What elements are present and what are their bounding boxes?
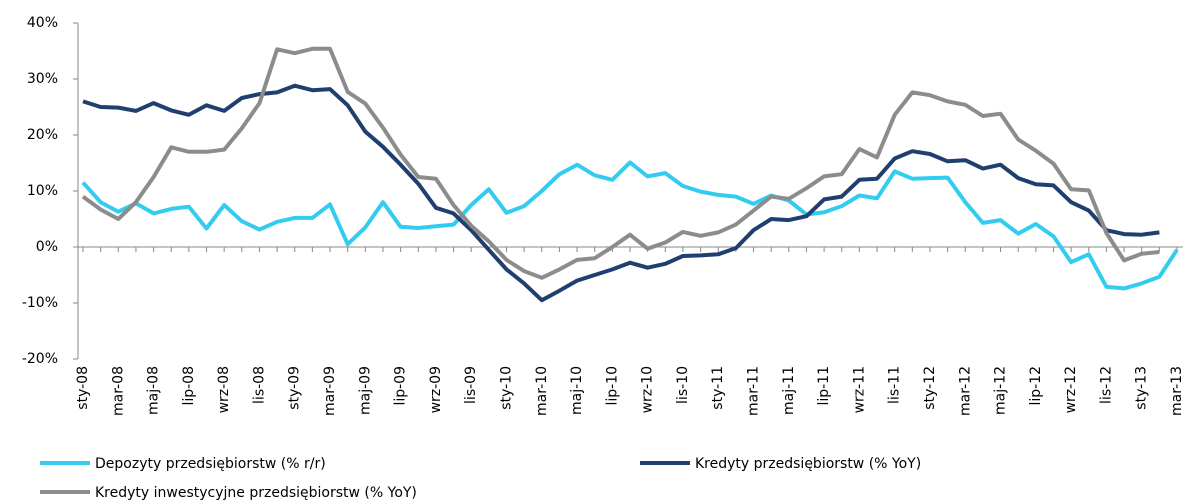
x-tick-label: sty-13 bbox=[1134, 366, 1150, 410]
x-tick-label: mar-09 bbox=[322, 366, 338, 416]
x-tick-label: lip-09 bbox=[393, 366, 409, 406]
x-tick-label: maj-12 bbox=[993, 366, 1009, 415]
x-tick-label: lip-10 bbox=[604, 366, 620, 406]
y-tick-label: 40% bbox=[27, 15, 58, 31]
x-tick-label: lip-08 bbox=[181, 366, 197, 406]
y-tick-label: 30% bbox=[27, 71, 58, 87]
x-tick-label: maj-08 bbox=[146, 366, 162, 415]
x-tick-label: sty-12 bbox=[922, 366, 938, 410]
series-line bbox=[81, 160, 1179, 291]
x-tick-label: lis-10 bbox=[675, 366, 691, 404]
legend-label: Depozyty przedsiębiorstw (% r/r) bbox=[95, 456, 326, 472]
x-tick-label: maj-10 bbox=[569, 366, 585, 415]
x-tick-label: wrz-12 bbox=[1063, 366, 1079, 413]
y-tick-label: -10% bbox=[22, 295, 58, 311]
x-tick-label: lip-12 bbox=[1028, 366, 1044, 406]
legend-label: Kredyty inwestycyjne przedsiębiorstw (% … bbox=[95, 485, 417, 501]
y-tick-label: 20% bbox=[27, 127, 58, 143]
series-line bbox=[82, 83, 1160, 303]
x-tick-label: maj-11 bbox=[781, 366, 797, 415]
x-tick-label: sty-11 bbox=[710, 366, 726, 410]
x-tick-label: lis-09 bbox=[463, 366, 479, 404]
x-tick-label: mar-11 bbox=[746, 366, 762, 416]
x-tick-label: mar-12 bbox=[957, 366, 973, 416]
x-tick-label: sty-09 bbox=[287, 366, 303, 410]
x-tick-label: lis-11 bbox=[887, 366, 903, 404]
x-tick-label: sty-08 bbox=[75, 366, 91, 410]
x-tick-label: wrz-09 bbox=[428, 366, 444, 413]
x-tick-label: mar-10 bbox=[534, 366, 550, 416]
x-tick-label: sty-10 bbox=[498, 366, 514, 410]
y-tick-label: 0% bbox=[36, 239, 58, 255]
x-tick-label: wrz-10 bbox=[640, 366, 656, 413]
x-tick-label: mar-13 bbox=[1169, 366, 1185, 416]
x-tick-label: lis-08 bbox=[251, 366, 267, 404]
x-tick-label: wrz-08 bbox=[216, 366, 232, 413]
x-tick-label: wrz-11 bbox=[851, 366, 867, 413]
x-tick-label: lis-12 bbox=[1098, 366, 1114, 404]
y-tick-label: -20% bbox=[22, 351, 58, 367]
x-tick-label: mar-08 bbox=[110, 366, 126, 416]
y-tick-label: 10% bbox=[27, 183, 58, 199]
legend-label: Kredyty przedsiębiorstw (% YoY) bbox=[695, 456, 921, 472]
x-tick-label: maj-09 bbox=[357, 366, 373, 415]
series-line bbox=[81, 46, 1160, 280]
x-tick-label: lip-11 bbox=[816, 366, 832, 406]
